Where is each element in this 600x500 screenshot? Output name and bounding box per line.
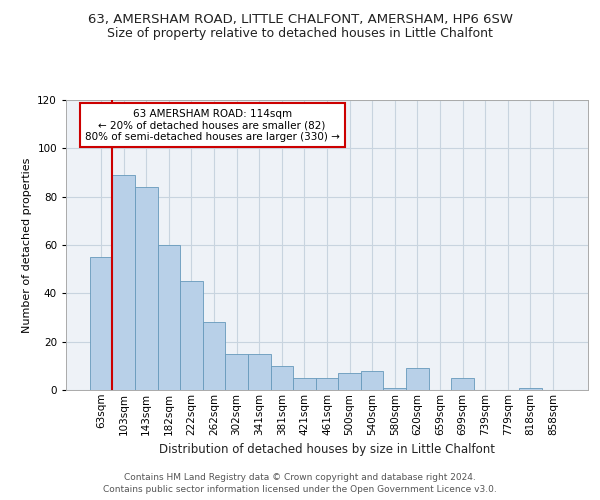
Bar [361,370,383,390]
Text: Contains public sector information licensed under the Open Government Licence v3: Contains public sector information licen… [103,485,497,494]
Bar [203,322,226,390]
Y-axis label: Number of detached properties: Number of detached properties [22,158,32,332]
Bar [90,257,112,390]
Bar [248,354,271,390]
Bar [180,281,203,390]
Bar [226,354,248,390]
Bar [338,373,361,390]
Bar [112,175,135,390]
Bar [271,366,293,390]
Bar [383,388,406,390]
Bar [293,378,316,390]
Bar [519,388,542,390]
Text: Distribution of detached houses by size in Little Chalfont: Distribution of detached houses by size … [159,442,495,456]
Bar [158,245,180,390]
Text: Size of property relative to detached houses in Little Chalfont: Size of property relative to detached ho… [107,28,493,40]
Bar [451,378,474,390]
Bar [316,378,338,390]
Text: Contains HM Land Registry data © Crown copyright and database right 2024.: Contains HM Land Registry data © Crown c… [124,472,476,482]
Text: 63, AMERSHAM ROAD, LITTLE CHALFONT, AMERSHAM, HP6 6SW: 63, AMERSHAM ROAD, LITTLE CHALFONT, AMER… [88,12,512,26]
Bar [135,187,158,390]
Text: 63 AMERSHAM ROAD: 114sqm
← 20% of detached houses are smaller (82)
80% of semi-d: 63 AMERSHAM ROAD: 114sqm ← 20% of detach… [85,108,340,142]
Bar [406,368,428,390]
